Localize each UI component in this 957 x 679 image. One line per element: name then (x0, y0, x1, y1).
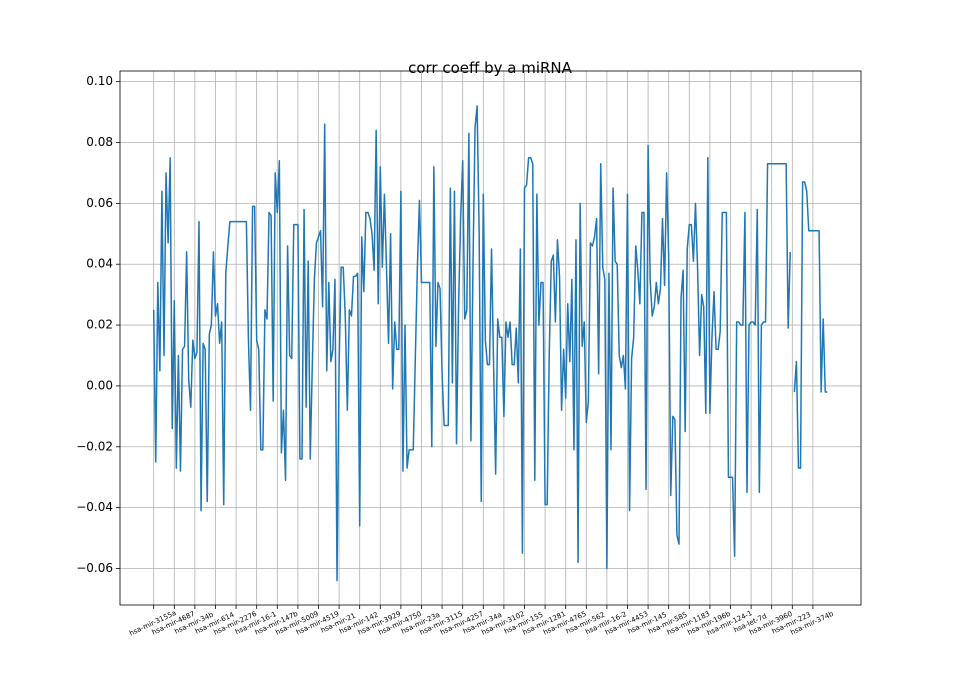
chart-title: corr coeff by a miRNA (408, 59, 573, 77)
y-tick-label: 0.08 (86, 135, 113, 149)
y-tick-label: −0.02 (76, 439, 113, 453)
y-tick-label: 0.06 (86, 196, 113, 210)
y-tick-label: 0.04 (86, 257, 113, 271)
y-tick-label: 0.02 (86, 318, 113, 332)
y-tick-label: 0.00 (86, 378, 113, 392)
plot-frame (119, 70, 862, 606)
y-tick-label: 0.10 (86, 74, 113, 88)
y-tick-label: −0.04 (76, 500, 113, 514)
data-line (152, 105, 828, 582)
y-tick-label: −0.06 (76, 561, 113, 575)
